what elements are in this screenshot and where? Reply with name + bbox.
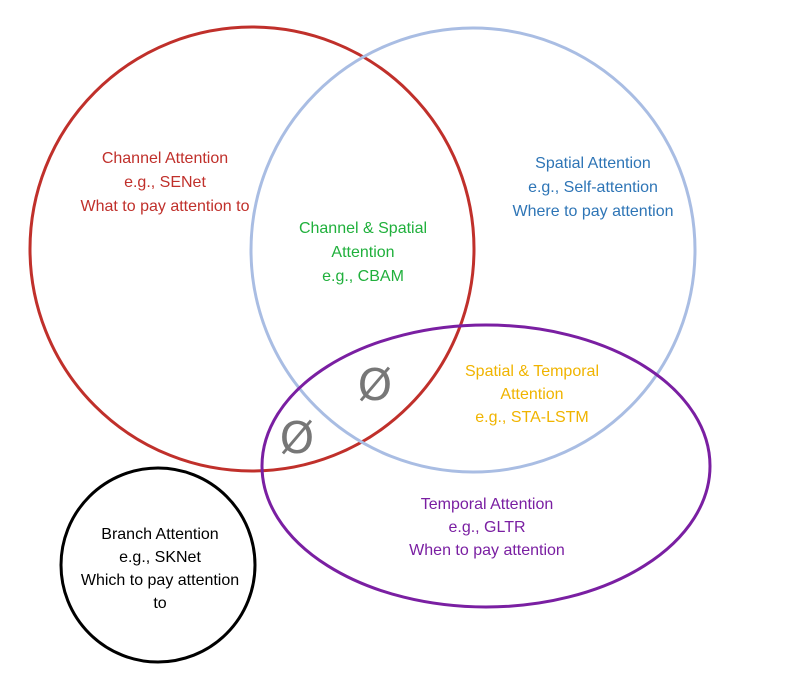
temporal-attention-name: Temporal Attention	[421, 496, 554, 513]
channel-spatial-attention-name-line2: Attention	[331, 244, 394, 261]
channel-attention-description: What to pay attention to	[81, 198, 250, 215]
channel-attention-example: e.g., SENet	[124, 174, 206, 191]
spatial-temporal-attention-name-line2: Attention	[500, 386, 563, 403]
branch-attention-circle	[59, 466, 257, 664]
branch-attention-example: e.g., SKNet	[119, 549, 201, 566]
empty-set-symbol-center: Ø	[358, 360, 393, 411]
temporal-attention-ellipse	[260, 323, 712, 609]
temporal-attention-description: When to pay attention	[409, 542, 565, 559]
branch-attention-description-line2: to	[153, 595, 166, 612]
spatial-attention-description: Where to pay attention	[513, 203, 674, 220]
spatial-temporal-attention-example: e.g., STA-LSTM	[475, 409, 589, 426]
empty-set-symbol-channel-temporal: Ø	[280, 413, 315, 464]
temporal-attention-example: e.g., GLTR	[448, 519, 525, 536]
spatial-temporal-attention-name-line1: Spatial & Temporal	[465, 363, 599, 380]
channel-attention-name: Channel Attention	[102, 150, 228, 167]
channel-attention-circle	[28, 25, 476, 473]
spatial-attention-circle	[249, 26, 697, 474]
channel-spatial-attention-example: e.g., CBAM	[322, 268, 404, 285]
spatial-attention-name: Spatial Attention	[535, 155, 651, 172]
branch-attention-name: Branch Attention	[101, 526, 218, 543]
spatial-attention-example: e.g., Self-attention	[528, 179, 658, 196]
branch-attention-description-line1: Which to pay attention	[81, 572, 239, 589]
channel-spatial-attention-name-line1: Channel & Spatial	[299, 220, 427, 237]
